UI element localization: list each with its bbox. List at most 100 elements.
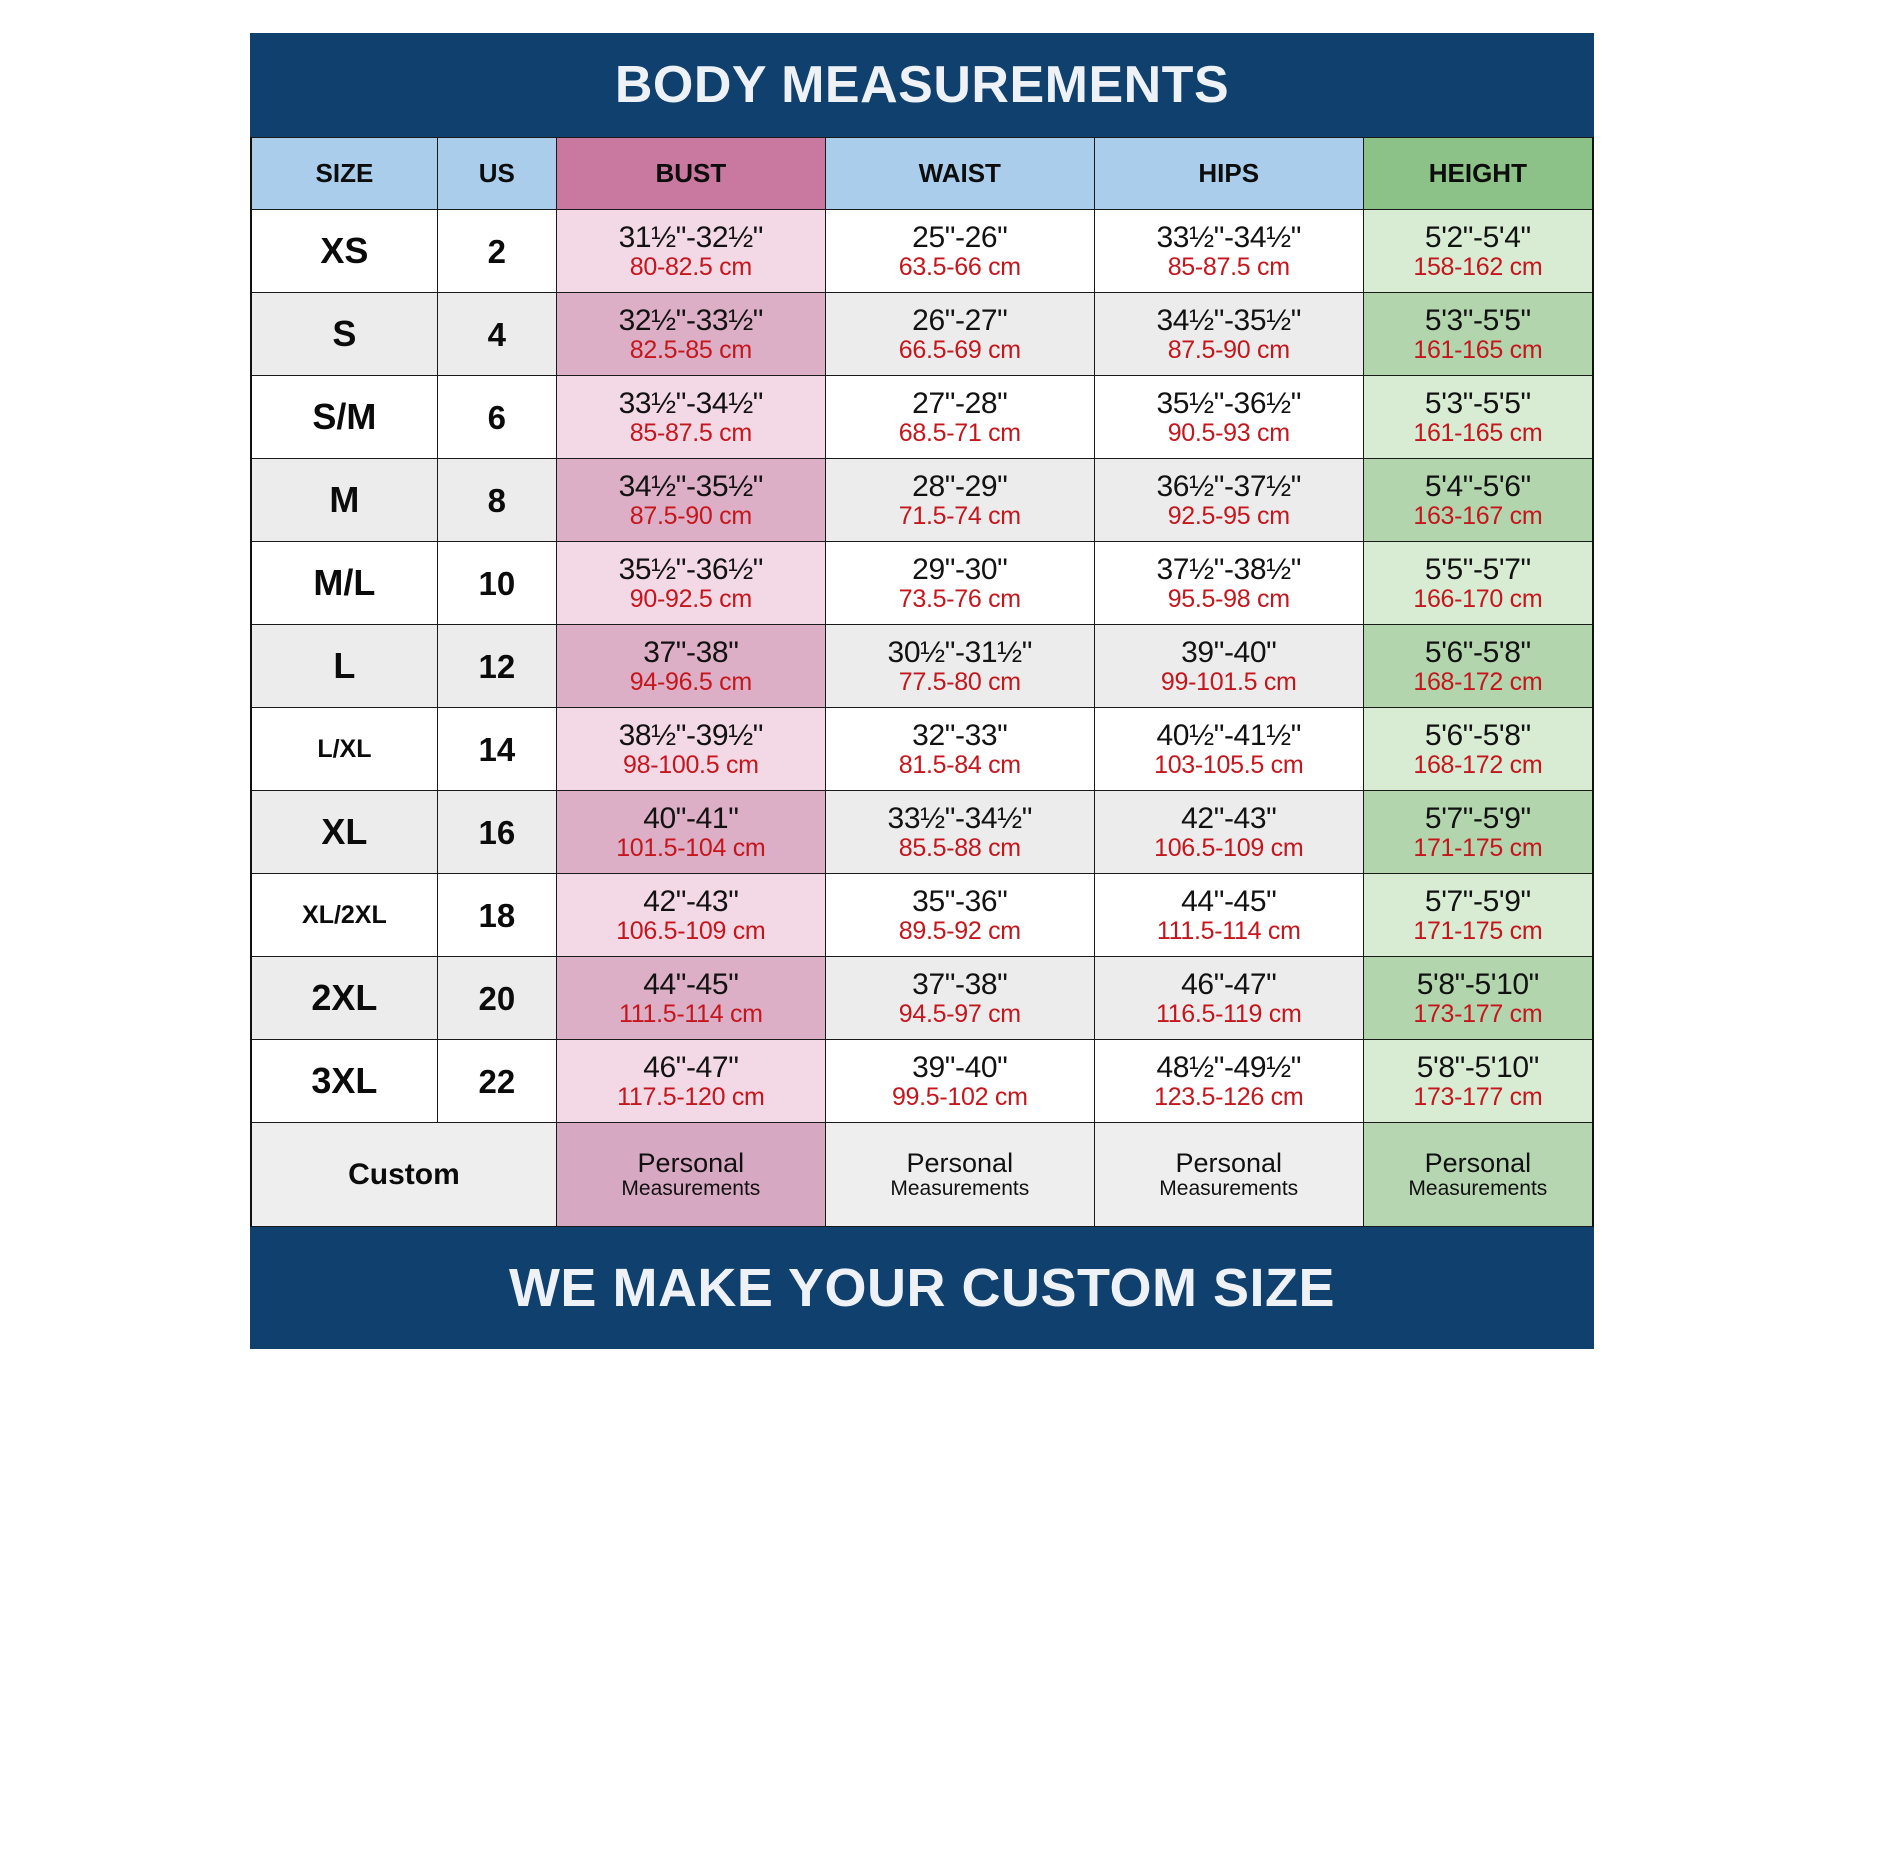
us-size-label: 14 bbox=[478, 730, 516, 768]
table-row: 3XL 22 46"-47" 117.5-120 cm 39"-40" 99.5-102 … bbox=[250, 1039, 1594, 1123]
hips-centimeters: 95.5-98 cm bbox=[1167, 584, 1290, 613]
column-header-bust: BUST bbox=[555, 137, 826, 210]
size-label: XL bbox=[321, 811, 368, 852]
waist-inches: 33½"-34½" bbox=[887, 801, 1033, 835]
cell-waist: 32"-33" 81.5-84 cm bbox=[824, 707, 1095, 791]
height-centimeters: 158-162 cm bbox=[1413, 252, 1543, 281]
hips-inches: 34½"-35½" bbox=[1156, 303, 1302, 337]
waist-centimeters: 71.5-74 cm bbox=[898, 501, 1021, 530]
column-header-us: US bbox=[436, 137, 557, 210]
bust-inches: 33½"-34½" bbox=[618, 386, 764, 420]
personal-label: Personal bbox=[1175, 1147, 1283, 1178]
cell-hips: 35½"-36½" 90.5-93 cm bbox=[1093, 375, 1364, 459]
bust-centimeters: 87.5-90 cm bbox=[629, 501, 752, 530]
hips-inches: 48½"-49½" bbox=[1156, 1050, 1302, 1084]
waist-inches: 27"-28" bbox=[912, 386, 1008, 420]
hips-inches: 37½"-38½" bbox=[1156, 552, 1302, 586]
cell-custom-hips[interactable]: Personal Measurements bbox=[1093, 1122, 1364, 1227]
cell-bust: 42"-43" 106.5-109 cm bbox=[555, 873, 826, 957]
size-label: 2XL bbox=[311, 977, 378, 1018]
height-inches: 5'7"-5'9" bbox=[1424, 801, 1531, 835]
size-label: S bbox=[332, 313, 357, 354]
us-size-label: 6 bbox=[487, 398, 506, 436]
cell-size: XL/2XL bbox=[250, 873, 438, 957]
personal-label: Personal bbox=[906, 1147, 1014, 1178]
size-label: S/M bbox=[312, 396, 377, 437]
hips-centimeters: 90.5-93 cm bbox=[1167, 418, 1290, 447]
height-inches: 5'8"-5'10" bbox=[1416, 967, 1540, 1001]
cell-hips: 48½"-49½" 123.5-126 cm bbox=[1093, 1039, 1364, 1123]
hips-centimeters: 92.5-95 cm bbox=[1167, 501, 1290, 530]
waist-inches: 28"-29" bbox=[912, 469, 1008, 503]
bust-centimeters: 106.5-109 cm bbox=[616, 916, 766, 945]
cell-hips: 36½"-37½" 92.5-95 cm bbox=[1093, 458, 1364, 542]
custom-label: Custom bbox=[348, 1157, 460, 1191]
cell-hips: 37½"-38½" 95.5-98 cm bbox=[1093, 541, 1364, 625]
us-size-label: 4 bbox=[487, 315, 506, 353]
height-inches: 5'2"-5'4" bbox=[1424, 220, 1531, 254]
bust-inches: 44"-45" bbox=[643, 967, 739, 1001]
us-size-label: 2 bbox=[487, 232, 506, 270]
waist-centimeters: 73.5-76 cm bbox=[898, 584, 1021, 613]
cell-height: 5'6"-5'8" 168-172 cm bbox=[1362, 624, 1594, 708]
us-size-label: 10 bbox=[478, 564, 516, 602]
height-centimeters: 168-172 cm bbox=[1413, 750, 1543, 779]
cell-size: 2XL bbox=[250, 956, 438, 1040]
cell-custom-bust[interactable]: Personal Measurements bbox=[555, 1122, 826, 1227]
table-row: 2XL 20 44"-45" 111.5-114 cm 37"-38" 94.5-97 c… bbox=[250, 956, 1594, 1040]
bust-inches: 32½"-33½" bbox=[618, 303, 764, 337]
cell-us: 20 bbox=[436, 956, 557, 1040]
hips-inches: 42"-43" bbox=[1181, 801, 1277, 835]
footer-text: WE MAKE YOUR CUSTOM SIZE bbox=[508, 1258, 1336, 1318]
hips-inches: 36½"-37½" bbox=[1156, 469, 1302, 503]
cell-height: 5'7"-5'9" 171-175 cm bbox=[1362, 873, 1594, 957]
height-centimeters: 161-165 cm bbox=[1413, 335, 1543, 364]
us-size-label: 22 bbox=[478, 1062, 516, 1100]
cell-custom-waist[interactable]: Personal Measurements bbox=[824, 1122, 1095, 1227]
footer-banner: WE MAKE YOUR CUSTOM SIZE bbox=[250, 1227, 1594, 1349]
height-centimeters: 173-177 cm bbox=[1413, 999, 1543, 1028]
table-row: M 8 34½"-35½" 87.5-90 cm 28"-29" 71.5-74 cm 36… bbox=[250, 458, 1594, 542]
cell-waist: 27"-28" 68.5-71 cm bbox=[824, 375, 1095, 459]
bust-centimeters: 98-100.5 cm bbox=[623, 750, 759, 779]
height-centimeters: 171-175 cm bbox=[1413, 916, 1543, 945]
bust-centimeters: 117.5-120 cm bbox=[617, 1082, 765, 1111]
us-size-label: 20 bbox=[478, 979, 516, 1017]
waist-inches: 29"-30" bbox=[912, 552, 1008, 586]
chart-title: BODY MEASUREMENTS bbox=[614, 56, 1230, 114]
hips-inches: 39"-40" bbox=[1181, 635, 1277, 669]
cell-bust: 44"-45" 111.5-114 cm bbox=[555, 956, 826, 1040]
cell-size: L/XL bbox=[250, 707, 438, 791]
bust-centimeters: 82.5-85 cm bbox=[629, 335, 752, 364]
measurements-label: Measurements bbox=[1408, 1177, 1548, 1201]
cell-size: M bbox=[250, 458, 438, 542]
cell-bust: 40"-41" 101.5-104 cm bbox=[555, 790, 826, 874]
table-row: XL/2XL 18 42"-43" 106.5-109 cm 35"-36" 89.5-9… bbox=[250, 873, 1594, 957]
waist-inches: 25"-26" bbox=[912, 220, 1008, 254]
cell-custom-height[interactable]: Personal Measurements bbox=[1362, 1122, 1594, 1227]
waist-inches: 39"-40" bbox=[912, 1050, 1008, 1084]
cell-size: S bbox=[250, 292, 438, 376]
size-label: L/XL bbox=[317, 734, 372, 763]
cell-hips: 39"-40" 99-101.5 cm bbox=[1093, 624, 1364, 708]
cell-us: 22 bbox=[436, 1039, 557, 1123]
personal-label: Personal bbox=[1424, 1147, 1532, 1178]
hips-centimeters: 85-87.5 cm bbox=[1167, 252, 1290, 281]
size-label: M bbox=[329, 479, 360, 520]
waist-centimeters: 94.5-97 cm bbox=[898, 999, 1021, 1028]
hips-centimeters: 87.5-90 cm bbox=[1167, 335, 1290, 364]
waist-centimeters: 66.5-69 cm bbox=[898, 335, 1021, 364]
waist-centimeters: 89.5-92 cm bbox=[898, 916, 1021, 945]
cell-waist: 28"-29" 71.5-74 cm bbox=[824, 458, 1095, 542]
waist-centimeters: 77.5-80 cm bbox=[898, 667, 1021, 696]
cell-height: 5'3"-5'5" 161-165 cm bbox=[1362, 375, 1594, 459]
waist-inches: 32"-33" bbox=[912, 718, 1008, 752]
cell-bust: 37"-38" 94-96.5 cm bbox=[555, 624, 826, 708]
height-centimeters: 163-167 cm bbox=[1413, 501, 1543, 530]
bust-centimeters: 80-82.5 cm bbox=[629, 252, 752, 281]
waist-inches: 35"-36" bbox=[912, 884, 1008, 918]
bust-centimeters: 94-96.5 cm bbox=[629, 667, 752, 696]
us-size-label: 12 bbox=[478, 647, 516, 685]
cell-us: 6 bbox=[436, 375, 557, 459]
height-centimeters: 173-177 cm bbox=[1413, 1082, 1543, 1111]
